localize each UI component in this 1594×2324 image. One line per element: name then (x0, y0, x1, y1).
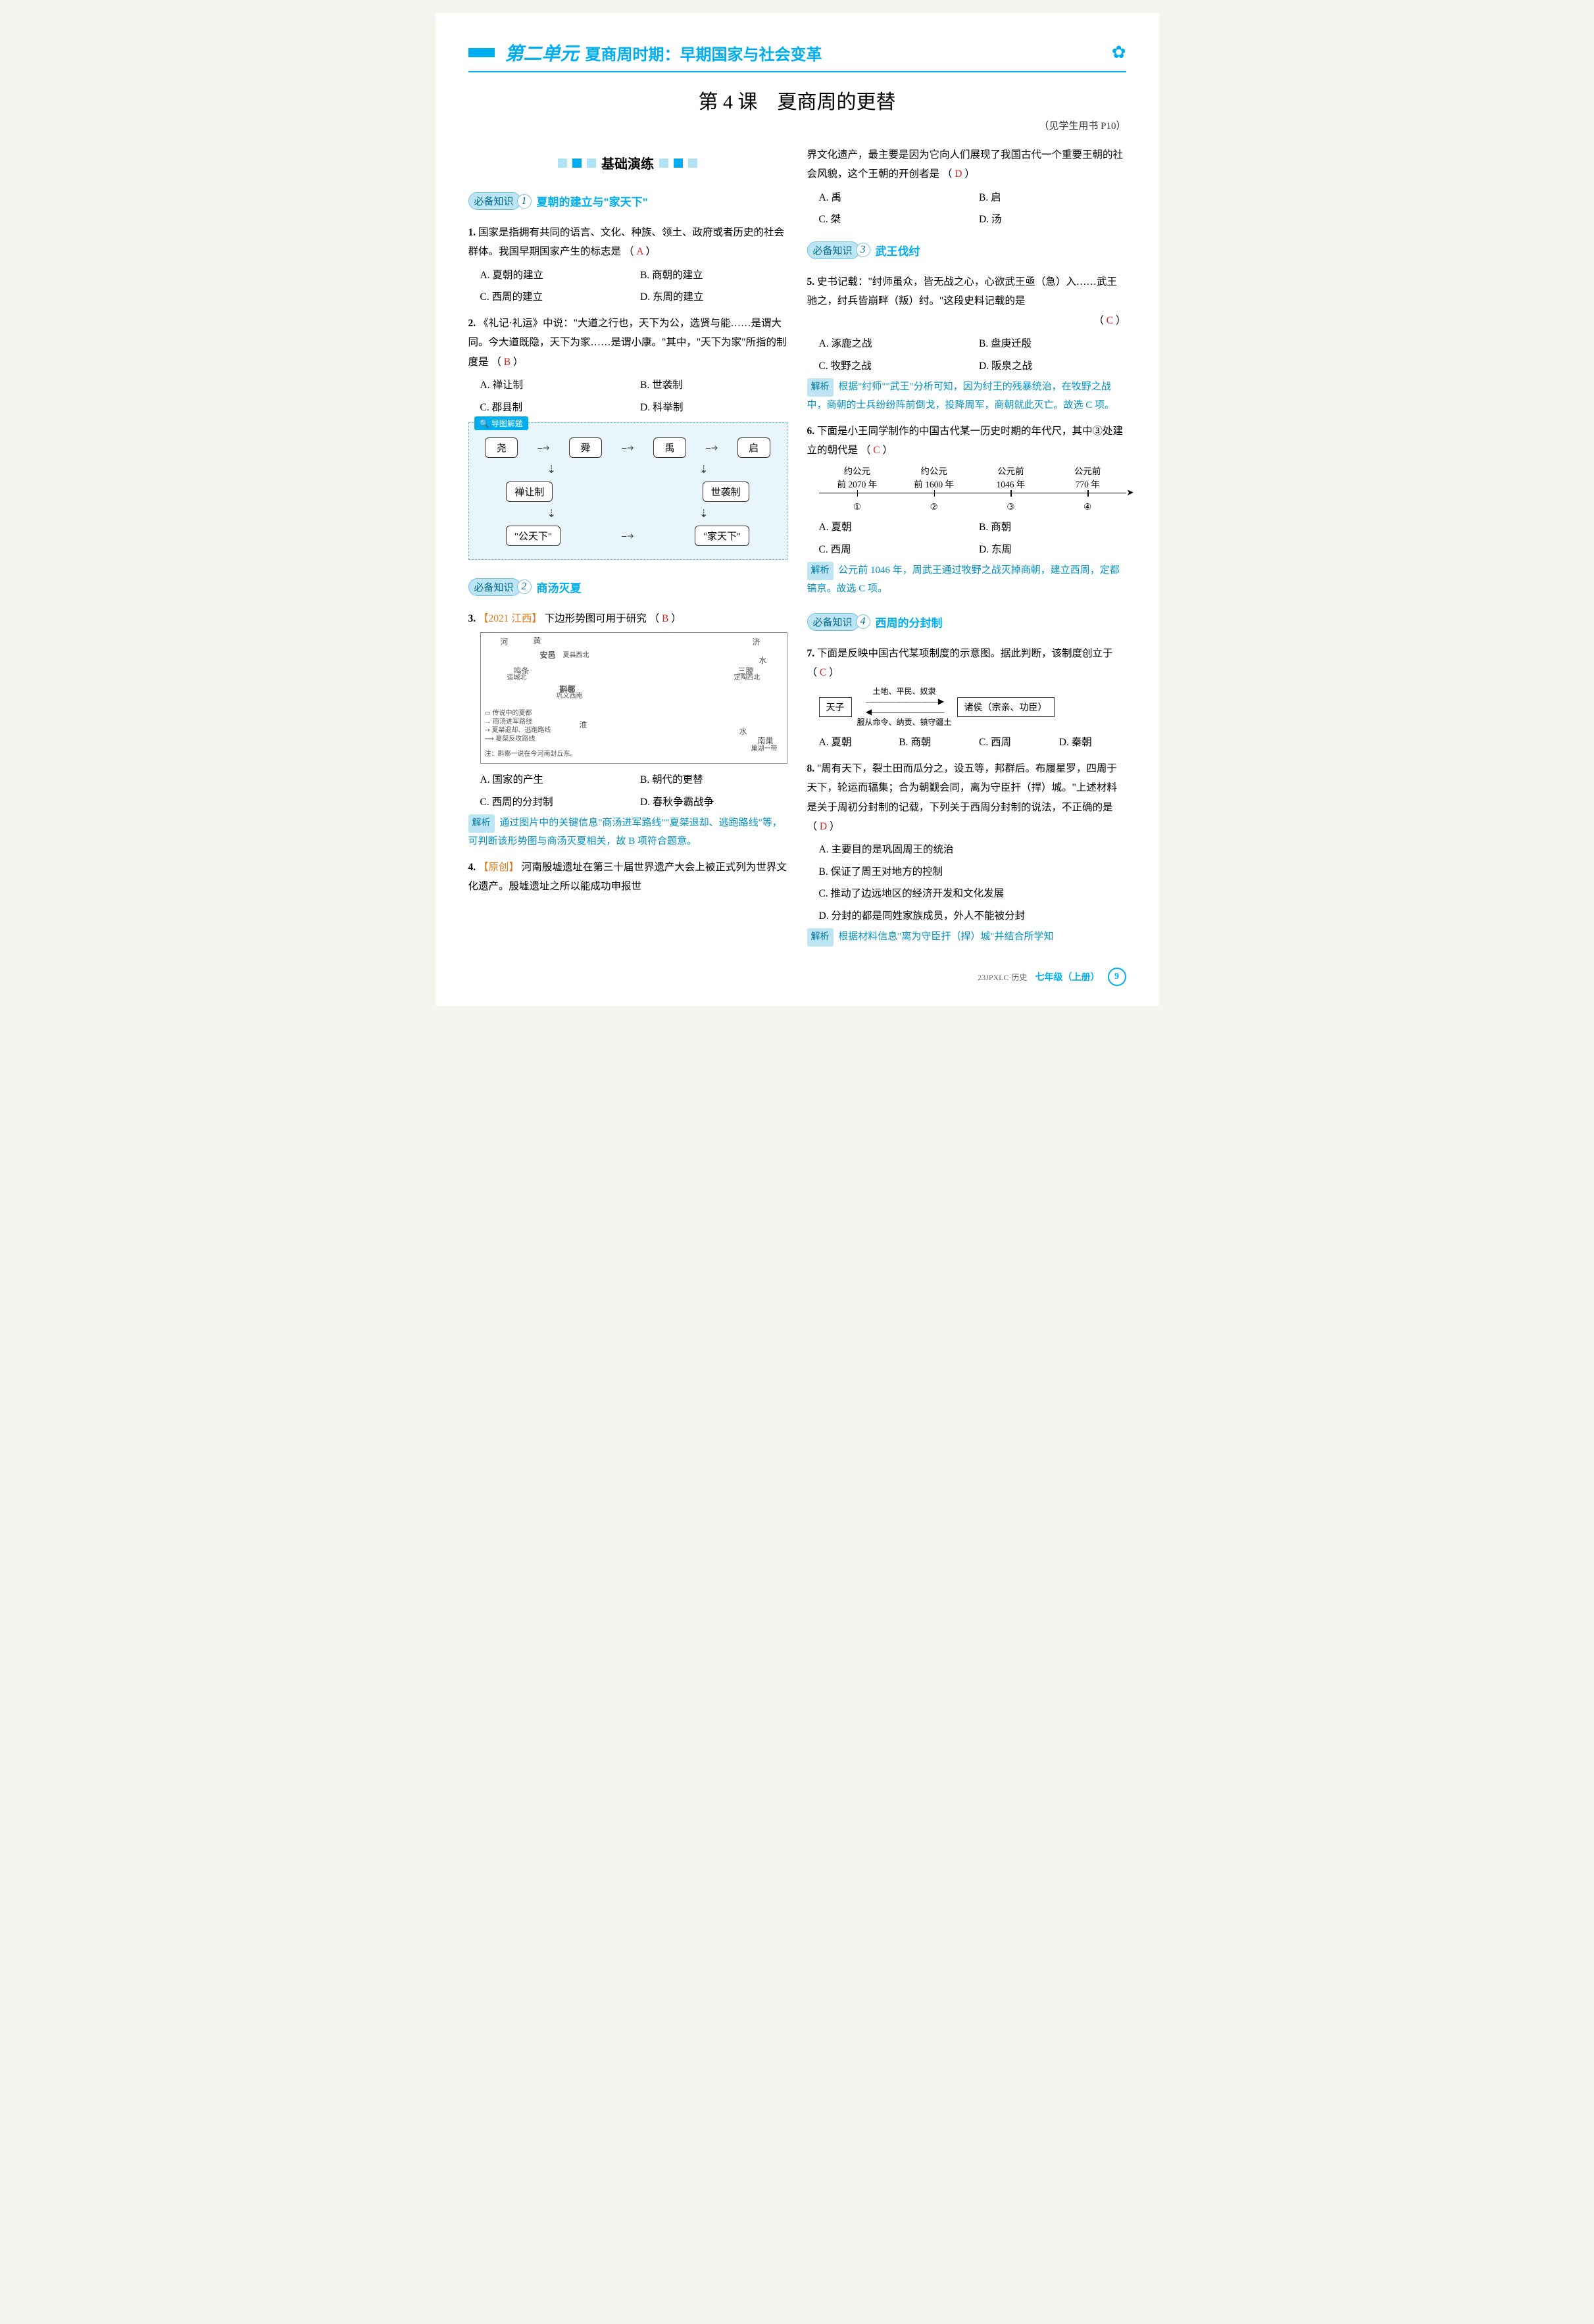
unit-label: 第二单元 (505, 39, 579, 66)
options-7: A. 夏朝 B. 商朝 C. 西周 D. 秦朝 (819, 733, 1126, 752)
footer-code: 23JPXLC·历史 (978, 972, 1027, 983)
relation-figure: 天子 土地、平民、奴隶 ———————————▶ ◀——————————— 服从… (819, 687, 1126, 728)
header-stripe (468, 48, 495, 57)
options-4: A. 禹 B. 启 C. 桀 D. 汤 (819, 188, 1126, 230)
lesson-title: 第 4 课 夏商周的更替 (468, 86, 1126, 114)
options-6: A. 夏朝 B. 商朝 C. 西周 D. 东周 (819, 518, 1126, 559)
map-figure: 河 黄 济 安邑 夏县西北 水 鸣条 运城北 三朡 定陶西北 斟鄩 巩义西南 ▭… (480, 632, 787, 764)
unit-title: 夏商周时期：早期国家与社会变革 (585, 41, 822, 64)
timeline-figure: 约公元前 2070 年 约公元前 1600 年 公元前1046 年 公元前770… (819, 464, 1126, 512)
question-2: 2. 《礼记·礼运》中说："大道之行也，天下为公，选贤与能……是谓大同。今大道既… (468, 314, 787, 372)
page-footer: 23JPXLC·历史 七年级（上册） 9 (468, 968, 1126, 986)
options-8: A. 主要目的是巩固周王的统治 B. 保证了周王对地方的控制 C. 推动了边远地… (819, 840, 1126, 926)
question-8: 8. "周有天下，裂土田而瓜分之，设五等，邦群后。布履星罗，四周于天下，轮运而辐… (807, 759, 1126, 837)
section-heading-text: 基础演练 (601, 153, 654, 172)
options-2: A. 禅让制 B. 世袭制 C. 郡县制 D. 科举制 (480, 376, 787, 417)
right-column: 界文化遗产，最主要是因为它向人们展现了我国古代一个重要王朝的社会风貌，这个王朝的… (807, 145, 1126, 952)
answer-2: B (504, 357, 511, 368)
explain-8: 解析 根据材料信息"离为守臣扞（捍）城"并结合所学知 (807, 928, 1126, 947)
question-1: 1. 国家是指拥有共同的语言、文化、种族、领土、政府或者历史的社会群体。我国早期… (468, 223, 787, 262)
ref-note: （见学生用书 P10） (468, 118, 1126, 132)
answer-8: D (820, 821, 827, 832)
diagram-tag: 🔍 导图解题 (474, 416, 528, 430)
answer-7: C (820, 667, 826, 678)
question-6: 6. 下面是小王同学制作的中国古代某一历史时期的年代尺，其中③处建立的朝代是 （… (807, 422, 1126, 460)
knowledge-pill-3: 必备知识 3 武王伐纣 (807, 241, 920, 259)
options-3: A. 国家的产生 B. 朝代的更替 C. 西周的分封制 D. 春秋争霸战争 (480, 770, 787, 812)
question-7: 7. 下面是反映中国古代某项制度的示意图。据此判断，该制度创立于 （ C ） (807, 644, 1126, 683)
question-4b: 界文化遗产，最主要是因为它向人们展现了我国古代一个重要王朝的社会风貌，这个王朝的… (807, 145, 1126, 184)
question-3: 3. 【2021 江西】 下边形势图可用于研究 （ B ） (468, 609, 787, 628)
question-5: 5. 史书记载："纣师虽众，皆无战之心，心欲武王亟（急）入……武王驰之，纣兵皆崩… (807, 272, 1126, 330)
explain-5: 解析 根据"纣师""武王"分析可知，因为纣王的残暴统治，在牧野之战中，商朝的士兵… (807, 378, 1126, 415)
options-1: A. 夏朝的建立 B. 商朝的建立 C. 西周的建立 D. 东周的建立 (480, 266, 787, 307)
question-4a: 4. 【原创】 河南殷墟遗址在第三十届世界遗产大会上被正式列为世界文化遗产。殷墟… (468, 858, 787, 897)
section-heading: 基础演练 (468, 153, 787, 172)
knowledge-pill-1: 必备知识 1 夏朝的建立与"家天下" (468, 192, 648, 210)
answer-5: C (1107, 315, 1113, 326)
answer-6: C (873, 445, 880, 456)
explain-6: 解析 公元前 1046 年，周武王通过牧野之战灭掉商朝，建立西周，定都镐京。故选… (807, 562, 1126, 599)
options-5: A. 涿鹿之战 B. 盘庚迁殷 C. 牧野之战 D. 阪泉之战 (819, 334, 1126, 376)
page-number: 9 (1108, 968, 1126, 986)
knowledge-pill-2: 必备知识 2 商汤灭夏 (468, 578, 582, 596)
knowledge-pill-4: 必备知识 4 西周的分封制 (807, 613, 943, 631)
footer-grade: 七年级（上册） (1035, 970, 1100, 983)
answer-1: A (636, 246, 643, 257)
answer-3: B (662, 613, 668, 624)
explain-3: 解析 通过图片中的关键信息"商汤进军路线""夏桀退却、逃跑路线"等，可判断该形势… (468, 814, 787, 851)
plant-icon: ✿ (1112, 43, 1126, 62)
diagram-box: 🔍 导图解题 尧⤍ 舜⤍ 禹⤍ 启 ⇣⇣ 禅让制 世袭制 ⇣⇣ "公天下" ⤍ (468, 422, 787, 560)
left-column: 基础演练 必备知识 1 夏朝的建立与"家天下" 1. 国家是指拥有共同的语言、文… (468, 145, 787, 952)
answer-4: D (955, 168, 962, 180)
